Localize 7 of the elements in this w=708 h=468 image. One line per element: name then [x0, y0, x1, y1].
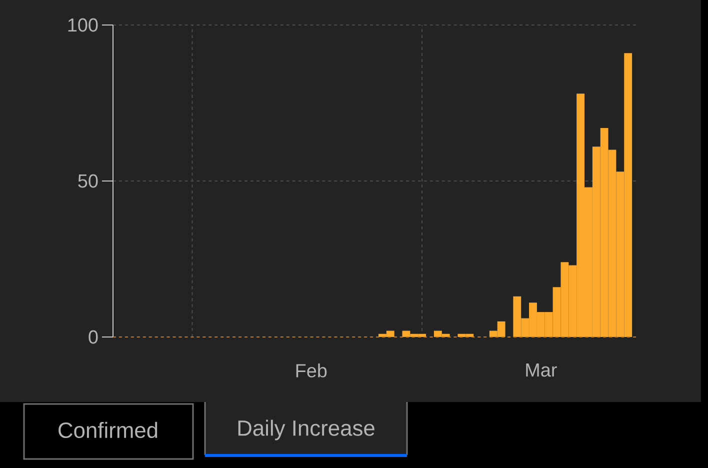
y-tick-label: 100	[68, 18, 98, 32]
x-tick-label: Mar	[526, 364, 557, 377]
text: Confirmed	[58, 422, 158, 438]
x-tick-label: Feb	[296, 364, 327, 378]
y-tick-label: 0	[88, 330, 98, 344]
text: Daily Increase	[238, 420, 374, 440]
y-tick-label: 50	[78, 174, 98, 188]
